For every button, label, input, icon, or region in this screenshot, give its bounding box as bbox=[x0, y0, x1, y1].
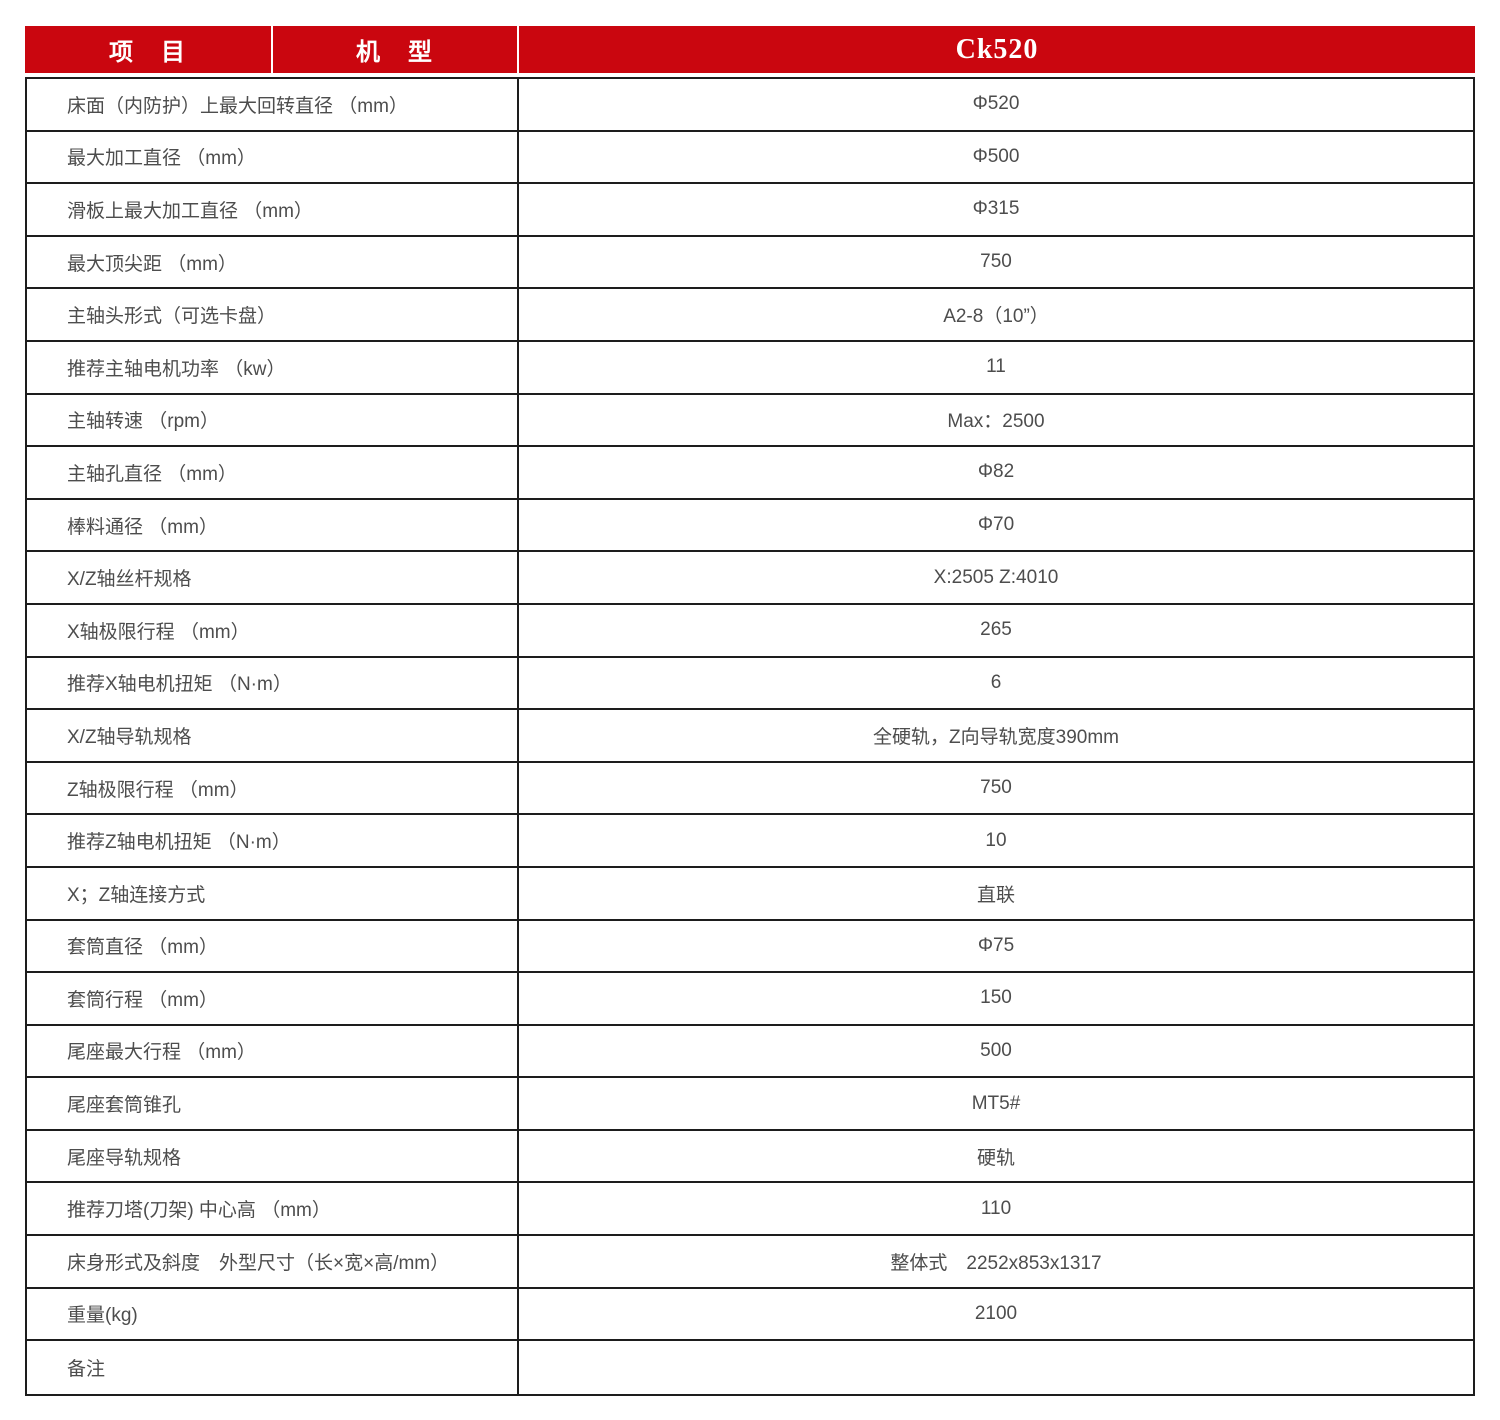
header-cell-model-value: Ck520 bbox=[519, 26, 1475, 73]
table-row: X/Z轴丝杆规格 X:2505 Z:4010 bbox=[27, 552, 1473, 605]
row-label: 主轴转速 （rpm） bbox=[27, 394, 519, 446]
row-value: 750 bbox=[980, 251, 1012, 273]
table-row: 重量(kg) 2100 bbox=[27, 1288, 1473, 1342]
table-row: 尾座最大行程 （mm） 500 bbox=[27, 1025, 1473, 1079]
table-row: 主轴头形式（可选卡盘） A2-8（10”） bbox=[27, 289, 1473, 342]
row-value: A2-8（10”） bbox=[943, 306, 1049, 328]
table-row: 尾座套筒锥孔 MT5# bbox=[27, 1078, 1473, 1131]
table-row: 最大顶尖距 （mm） 750 bbox=[27, 236, 1473, 290]
row-value: 11 bbox=[986, 356, 1006, 378]
row-label: 最大顶尖距 （mm） bbox=[27, 236, 519, 288]
row-label: X/Z轴导轨规格 bbox=[27, 710, 519, 761]
row-value: Φ82 bbox=[977, 461, 1015, 483]
row-label: X/Z轴丝杆规格 bbox=[27, 552, 519, 603]
row-label: 主轴孔直径 （mm） bbox=[27, 447, 519, 498]
row-value: 500 bbox=[980, 1039, 1012, 1061]
header-divider bbox=[517, 26, 519, 73]
table-row: 床身形式及斜度 外型尺寸（长×宽×高/mm） 整体式 2252x853x1317 bbox=[27, 1236, 1473, 1289]
row-value: Φ500 bbox=[972, 145, 1020, 167]
row-label: 尾座导轨规格 bbox=[27, 1130, 519, 1182]
row-label: 最大加工直径 （mm） bbox=[27, 131, 519, 183]
table-row: 主轴转速 （rpm） Max：2500 bbox=[27, 394, 1473, 448]
row-label: 推荐Z轴电机扭矩 （N·m） bbox=[27, 815, 519, 866]
row-value: 10 bbox=[985, 829, 1007, 851]
row-value: 265 bbox=[980, 619, 1012, 641]
row-value: 150 bbox=[980, 987, 1012, 1009]
table-row: 棒料通径 （mm） Φ70 bbox=[27, 499, 1473, 553]
table-row: 主轴孔直径 （mm） Φ82 bbox=[27, 447, 1473, 500]
row-value: 750 bbox=[980, 777, 1012, 799]
table-row: X；Z轴连接方式 直联 bbox=[27, 867, 1473, 921]
row-label: 滑板上最大加工直径 （mm） bbox=[27, 184, 519, 235]
row-value: Φ315 bbox=[972, 198, 1020, 220]
row-value: Φ70 bbox=[977, 514, 1015, 536]
table-body: 床面（内防护）上最大回转直径 （mm） Φ520 最大加工直径 （mm） Φ500 滑板… bbox=[25, 77, 1475, 1396]
row-label: 主轴头形式（可选卡盘） bbox=[27, 289, 519, 340]
row-label: X轴极限行程 （mm） bbox=[27, 604, 519, 656]
table-row: 尾座导轨规格 硬轨 bbox=[27, 1130, 1473, 1184]
table-row: 最大加工直径 （mm） Φ500 bbox=[27, 131, 1473, 185]
row-label: 推荐X轴电机扭矩 （N·m） bbox=[27, 657, 519, 709]
row-label: 床身形式及斜度 外型尺寸（长×宽×高/mm） bbox=[27, 1236, 519, 1287]
row-label: 推荐主轴电机功率 （kw） bbox=[27, 341, 519, 393]
table-header-row: 项 目 机 型 Ck520 bbox=[25, 26, 1475, 73]
table-row: 滑板上最大加工直径 （mm） Φ315 bbox=[27, 184, 1473, 237]
table-row: 推荐刀塔(刀架) 中心高 （mm） 110 bbox=[27, 1183, 1473, 1237]
row-label: 套筒行程 （mm） bbox=[27, 973, 519, 1024]
table-row: 套筒行程 （mm） 150 bbox=[27, 973, 1473, 1026]
table-row: X/Z轴导轨规格 全硬轨，Z向导轨宽度390mm bbox=[27, 710, 1473, 763]
row-value: 硬轨 bbox=[976, 1147, 1015, 1169]
table-row: 推荐主轴电机功率 （kw） 11 bbox=[27, 341, 1473, 395]
header-model-label: 机 型 bbox=[356, 39, 434, 66]
row-value: X:2505 Z:4010 bbox=[933, 566, 1059, 588]
row-value: MT5# bbox=[971, 1092, 1021, 1114]
row-value: Max：2500 bbox=[947, 411, 1045, 433]
table-row: 床面（内防护）上最大回转直径 （mm） Φ520 bbox=[27, 79, 1473, 132]
row-value: 整体式 2252x853x1317 bbox=[890, 1252, 1102, 1274]
spec-table: 项 目 机 型 Ck520 床面（内防护）上最大回转直径 （mm） Φ520 最大加… bbox=[25, 26, 1475, 1396]
row-label: X；Z轴连接方式 bbox=[27, 867, 519, 919]
row-value: Φ75 bbox=[977, 934, 1015, 956]
table-row: X轴极限行程 （mm） 265 bbox=[27, 604, 1473, 658]
table-row: 推荐Z轴电机扭矩 （N·m） 10 bbox=[27, 815, 1473, 868]
row-value: 2100 bbox=[974, 1302, 1018, 1324]
row-label: 备注 bbox=[27, 1341, 519, 1394]
header-cell-item: 项 目 bbox=[25, 26, 271, 73]
row-label: Z轴极限行程 （mm） bbox=[27, 762, 519, 814]
header-cell-model: 机 型 bbox=[273, 26, 517, 73]
row-value: 6 bbox=[990, 671, 1002, 693]
row-label: 尾座最大行程 （mm） bbox=[27, 1025, 519, 1077]
row-label: 尾座套筒锥孔 bbox=[27, 1078, 519, 1129]
table-row: Z轴极限行程 （mm） 750 bbox=[27, 762, 1473, 816]
row-value: 110 bbox=[980, 1197, 1012, 1219]
row-label: 床面（内防护）上最大回转直径 （mm） bbox=[27, 79, 519, 130]
table-row: 推荐X轴电机扭矩 （N·m） 6 bbox=[27, 657, 1473, 711]
header-divider bbox=[271, 26, 273, 73]
row-label: 棒料通径 （mm） bbox=[27, 499, 519, 551]
row-value: 直联 bbox=[976, 884, 1015, 906]
table-row: 套筒直径 （mm） Φ75 bbox=[27, 920, 1473, 974]
row-value: 全硬轨，Z向导轨宽度390mm bbox=[873, 726, 1119, 748]
row-label: 套筒直径 （mm） bbox=[27, 920, 519, 972]
row-value bbox=[519, 1341, 1473, 1394]
row-value: Φ520 bbox=[972, 93, 1020, 115]
header-item-label: 项 目 bbox=[109, 39, 187, 66]
row-label: 推荐刀塔(刀架) 中心高 （mm） bbox=[27, 1183, 519, 1235]
row-label: 重量(kg) bbox=[27, 1288, 519, 1340]
table-row: 备注 bbox=[27, 1341, 1473, 1394]
model-name: Ck520 bbox=[955, 33, 1039, 65]
